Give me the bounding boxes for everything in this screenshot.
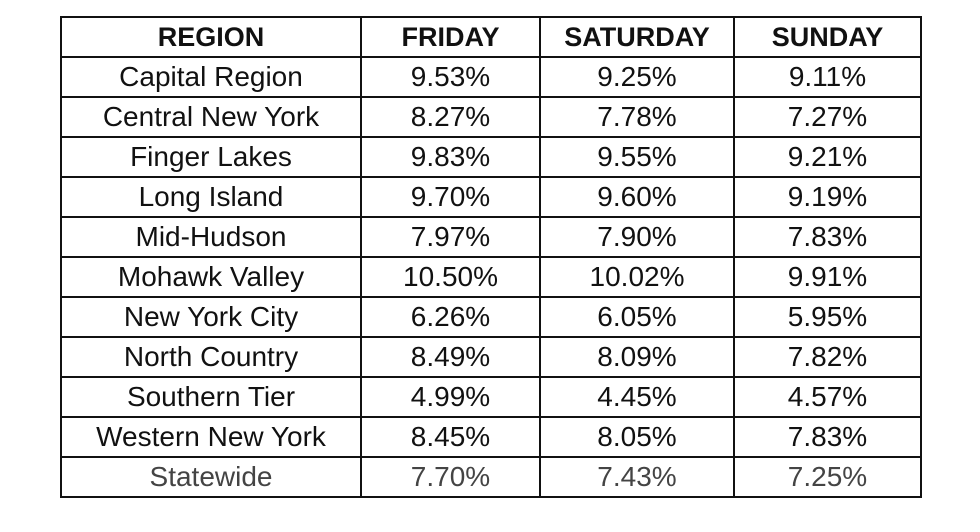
region-cell: Mid-Hudson — [60, 216, 362, 258]
region-cell: Statewide — [60, 456, 362, 498]
rate-cell: 7.43% — [539, 456, 735, 498]
rate-cell: 7.78% — [539, 96, 735, 138]
rate-cell: 9.60% — [539, 176, 735, 218]
header-cell: SUNDAY — [733, 16, 922, 58]
table-row: Central New York 8.27% 7.78% 7.27% — [60, 96, 922, 138]
rate-cell: 4.45% — [539, 376, 735, 418]
rate-cell: 9.11% — [733, 56, 922, 98]
region-cell: New York City — [60, 296, 362, 338]
rate-cell: 9.25% — [539, 56, 735, 98]
rate-cell: 5.95% — [733, 296, 922, 338]
region-cell: Finger Lakes — [60, 136, 362, 178]
rate-cell: 10.50% — [360, 256, 541, 298]
rate-cell: 9.83% — [360, 136, 541, 178]
rate-cell: 9.55% — [539, 136, 735, 178]
table-row: Capital Region 9.53% 9.25% 9.11% — [60, 56, 922, 98]
region-cell: Mohawk Valley — [60, 256, 362, 298]
rate-cell: 7.97% — [360, 216, 541, 258]
table-row: Statewide 7.70% 7.43% 7.25% — [60, 456, 922, 498]
rate-cell: 6.05% — [539, 296, 735, 338]
rate-cell: 7.27% — [733, 96, 922, 138]
table-row: Finger Lakes 9.83% 9.55% 9.21% — [60, 136, 922, 178]
table-row: North Country 8.49% 8.09% 7.82% — [60, 336, 922, 378]
region-cell: Central New York — [60, 96, 362, 138]
table-body: Capital Region 9.53% 9.25% 9.11% Central New… — [60, 56, 922, 498]
table-row: Mohawk Valley 10.50% 10.02% 9.91% — [60, 256, 922, 298]
rate-cell: 7.83% — [733, 216, 922, 258]
rate-cell: 8.45% — [360, 416, 541, 458]
header-cell: REGION — [60, 16, 362, 58]
rate-cell: 6.26% — [360, 296, 541, 338]
rate-cell: 4.57% — [733, 376, 922, 418]
region-cell: Southern Tier — [60, 376, 362, 418]
rate-cell: 8.05% — [539, 416, 735, 458]
rate-cell: 7.83% — [733, 416, 922, 458]
table-row: Mid-Hudson 7.97% 7.90% 7.83% — [60, 216, 922, 258]
table-row: New York City 6.26% 6.05% 5.95% — [60, 296, 922, 338]
region-cell: North Country — [60, 336, 362, 378]
rate-cell: 7.25% — [733, 456, 922, 498]
rate-cell: 8.27% — [360, 96, 541, 138]
table-row: Western New York 8.45% 8.05% 7.83% — [60, 416, 922, 458]
table-row: Long Island 9.70% 9.60% 9.19% — [60, 176, 922, 218]
rate-cell: 10.02% — [539, 256, 735, 298]
rate-cell: 7.70% — [360, 456, 541, 498]
header-cell: FRIDAY — [360, 16, 541, 58]
rate-cell: 9.19% — [733, 176, 922, 218]
header-row: REGION FRIDAY SATURDAY SUNDAY — [60, 16, 922, 58]
rate-cell: 8.49% — [360, 336, 541, 378]
rate-cell: 4.99% — [360, 376, 541, 418]
rate-cell: 9.91% — [733, 256, 922, 298]
table-row: Southern Tier 4.99% 4.45% 4.57% — [60, 376, 922, 418]
region-cell: Capital Region — [60, 56, 362, 98]
rate-cell: 9.21% — [733, 136, 922, 178]
rate-cell: 8.09% — [539, 336, 735, 378]
header-cell: SATURDAY — [539, 16, 735, 58]
data-table: REGION FRIDAY SATURDAY SUNDAY Capital Regio… — [60, 16, 922, 498]
region-cell: Long Island — [60, 176, 362, 218]
region-cell: Western New York — [60, 416, 362, 458]
rate-cell: 7.90% — [539, 216, 735, 258]
rate-cell: 7.82% — [733, 336, 922, 378]
rate-cell: 9.70% — [360, 176, 541, 218]
rate-cell: 9.53% — [360, 56, 541, 98]
